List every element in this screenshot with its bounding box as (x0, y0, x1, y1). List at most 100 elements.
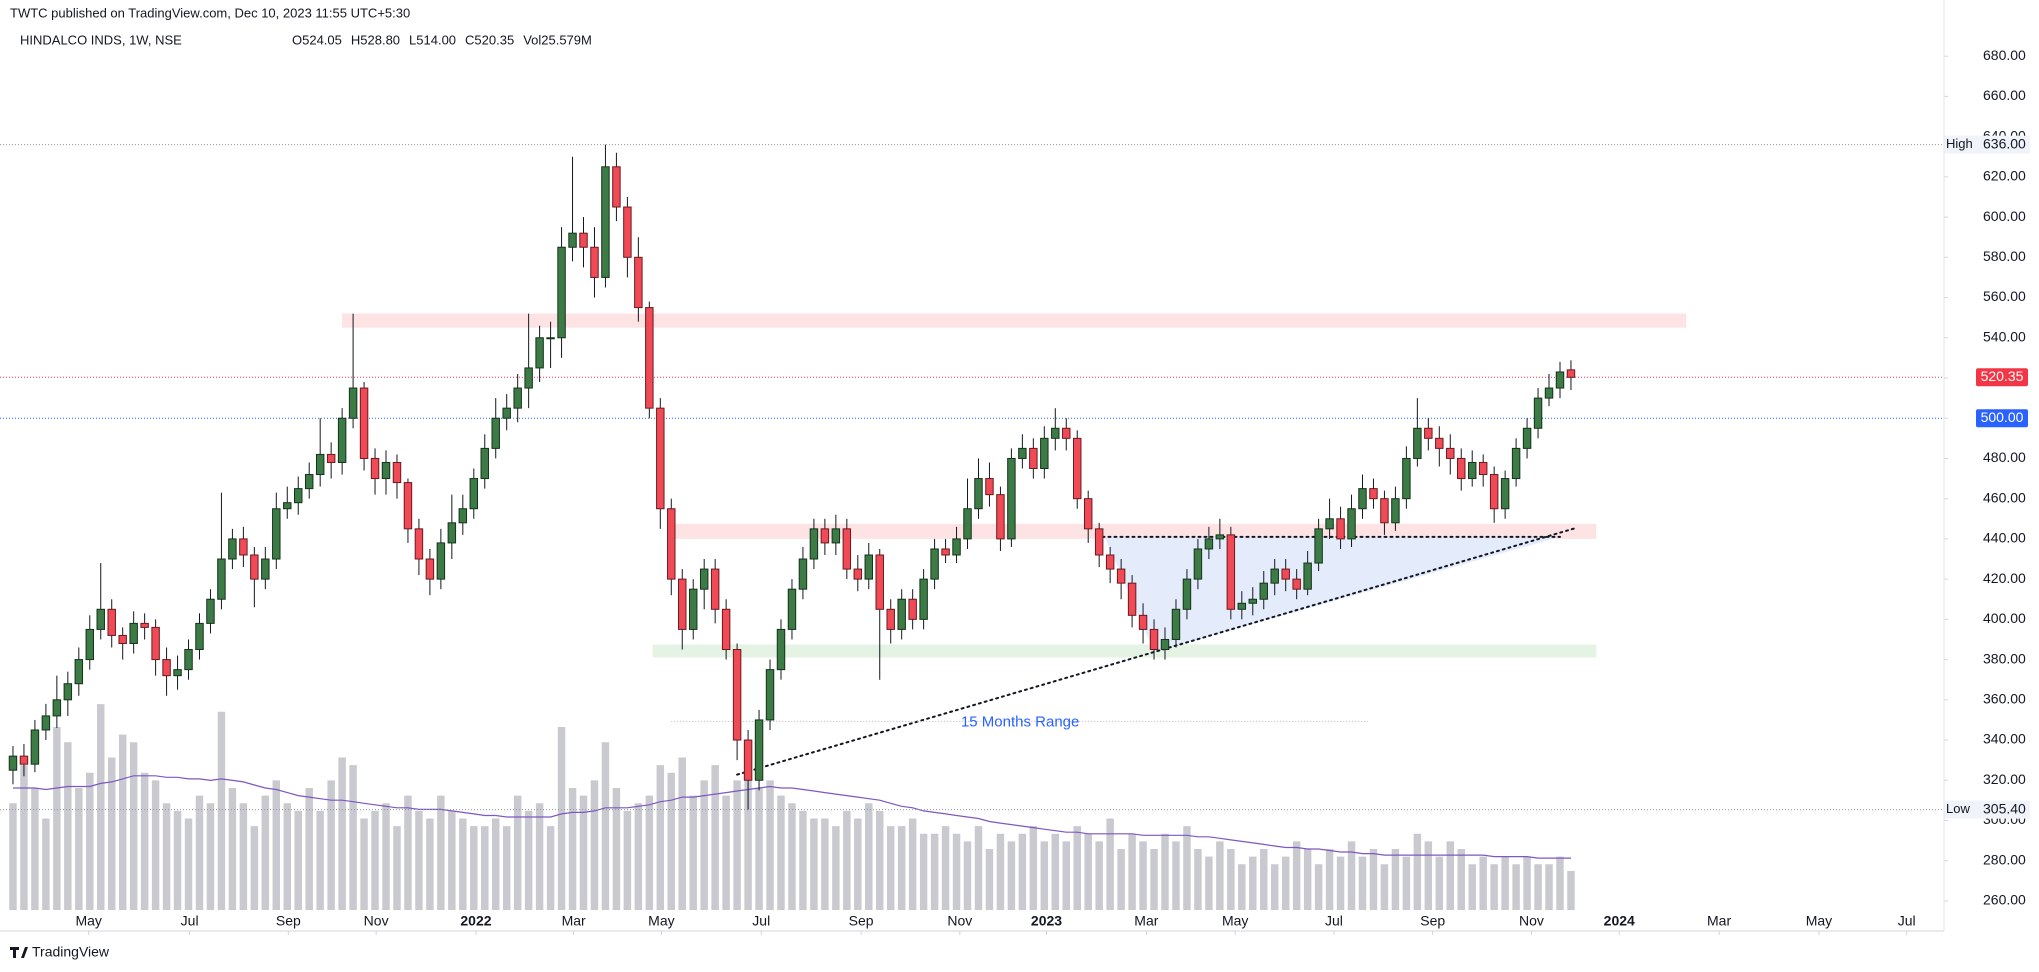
price-label-box (1976, 409, 2028, 428)
volume-bar (64, 742, 72, 910)
x-tick-label: 2024 (1604, 913, 1635, 929)
candle-body (1248, 598, 1258, 604)
candle-body (304, 474, 314, 490)
volume-bar (744, 772, 752, 910)
candle-body (52, 699, 62, 717)
candle-body (359, 387, 369, 459)
candle-body (1105, 554, 1115, 570)
volume-bar (426, 818, 434, 910)
candle-body (1018, 447, 1027, 459)
volume-bar (546, 826, 555, 910)
volume-bar (86, 772, 94, 910)
candle-body (469, 478, 479, 510)
candle-body (1489, 474, 1499, 510)
volume-bar (1117, 849, 1125, 910)
volume-bar (1073, 826, 1081, 910)
volume-bar (897, 826, 906, 910)
volume-bar (448, 810, 456, 910)
volume-bar (985, 849, 994, 910)
y-tick-label: 580.00 (1983, 248, 2026, 264)
volume-bar (75, 788, 83, 910)
candle-body (974, 478, 983, 510)
volume-bar (755, 788, 763, 910)
volume-bar (557, 727, 566, 910)
volume-bar (1424, 841, 1433, 910)
x-tick-label: Mar (1707, 913, 1731, 929)
volume-bar (151, 780, 160, 910)
volume-bar (1446, 841, 1455, 910)
candle-body (996, 494, 1005, 540)
candle-body (1544, 387, 1554, 399)
x-tick-label: 2023 (1031, 913, 1062, 929)
volume-bar (239, 803, 248, 910)
candle-body (272, 508, 281, 560)
volume-bar (996, 833, 1005, 910)
candle-body (1007, 457, 1016, 540)
candle-body (1533, 397, 1543, 429)
candle-body (436, 542, 446, 580)
zone (671, 523, 1597, 539)
candle-body (151, 626, 160, 661)
candle-body (1314, 528, 1323, 564)
volume-bar (1336, 856, 1345, 910)
ohlc-value: Vol25.579M (523, 32, 592, 47)
candle-body (1380, 498, 1389, 524)
volume-bar (777, 795, 785, 910)
y-tick-label: 440.00 (1983, 530, 2026, 546)
candle-body (1062, 427, 1071, 439)
volume-bar (31, 788, 39, 910)
volume-bar (788, 803, 796, 910)
symbol: HINDALCO INDS, 1W, NSE (20, 32, 182, 47)
candle-body (1149, 628, 1159, 651)
volume-bar (481, 826, 489, 910)
candle-body (1193, 548, 1203, 580)
volume-bar (1545, 864, 1553, 910)
volume-bar (272, 780, 281, 910)
volume-bar (733, 780, 741, 910)
volume-bar (1358, 856, 1367, 910)
candle-body (1226, 534, 1236, 610)
y-tick-label: 660.00 (1983, 87, 2026, 103)
volume-bar (1205, 856, 1213, 910)
volume-bar (1479, 856, 1487, 910)
candle-body (1292, 578, 1301, 590)
x-tick-label: Jul (1325, 913, 1343, 929)
volume-bar (1292, 841, 1301, 910)
volume-bar (579, 795, 588, 910)
volume-bar (118, 734, 127, 910)
candle-body (1511, 447, 1521, 480)
volume-bar (1391, 849, 1400, 910)
volume-bar (876, 810, 884, 910)
x-tick-label: May (648, 913, 674, 929)
volume-bar (1534, 864, 1542, 910)
candle-body (96, 608, 105, 630)
candle-body (206, 598, 215, 624)
volume-bar (1249, 856, 1257, 910)
volume-bar (1402, 856, 1411, 910)
candle-body (162, 659, 171, 677)
volume-bar (1325, 849, 1334, 910)
candle-body (370, 457, 380, 480)
volume-bar (1007, 841, 1016, 910)
candle-body (1083, 498, 1093, 530)
candle-body (1051, 427, 1060, 439)
candle-body (381, 461, 391, 480)
volume-bar (1260, 849, 1268, 910)
candle-body (579, 232, 588, 248)
candle-body (1446, 447, 1455, 459)
price-label: 500.00 (1981, 409, 2024, 425)
volume-bar (173, 810, 182, 910)
candle-body (864, 554, 873, 580)
y-tick-label: 260.00 (1983, 892, 2026, 908)
y-tick-label: 340.00 (1983, 731, 2026, 747)
candle-body (1336, 518, 1345, 540)
axes: 260.00280.00300.00320.00340.00360.00380.… (75, 47, 2030, 935)
volume-bar (865, 803, 873, 910)
candle-body (491, 417, 500, 449)
volume-bar (437, 795, 445, 910)
candle-body (107, 608, 116, 636)
candle-body (403, 482, 413, 530)
ohlc-legend: O524.05 H528.80 L514.00 C520.35 Vol25.579M (292, 32, 592, 47)
candle-body (1171, 608, 1181, 640)
